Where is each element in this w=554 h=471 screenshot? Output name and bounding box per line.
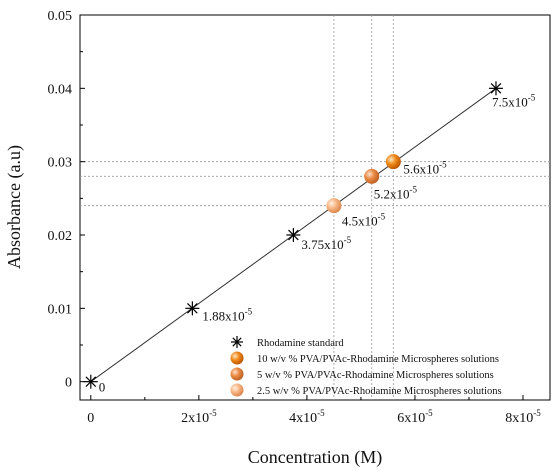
x-tick-label-3: 6x10-5 <box>397 408 433 426</box>
x-axis-ticks: 0 2x10-5 4x10-5 6x10-5 8x10-5 <box>87 395 541 426</box>
x-tick-label-4: 8x10-5 <box>505 408 541 426</box>
standard-point <box>83 374 98 389</box>
point-value-label: 7.5x10-5 <box>492 92 536 109</box>
y-axis-label: Absorbance (a.u) <box>4 145 25 269</box>
x-tick-label-2: 4x10-5 <box>289 408 325 426</box>
standard-point <box>286 228 301 242</box>
microsphere-point <box>385 154 401 170</box>
legend-marker-sphere <box>230 383 244 397</box>
y-tick-label-1: 0.01 <box>48 302 73 317</box>
legend-entry-label: 10 w/v % PVA/PVAc-Rhodamine Microspheres… <box>257 354 499 365</box>
standard-point <box>185 301 200 316</box>
point-labels: 0 1.88x10-5 3.75x10-5 7.5x10-5 5.6x10-5 5.2x1… <box>99 92 536 394</box>
y-tick-label-0: 0 <box>65 376 72 391</box>
y-tick-label-5: 0.05 <box>48 9 73 24</box>
y-tick-label-4: 0.04 <box>48 82 73 97</box>
microsphere-point <box>326 198 342 214</box>
y-tick-label-3: 0.03 <box>48 156 73 171</box>
point-value-label: 3.75x10-5 <box>301 235 351 252</box>
plot-frame <box>79 14 551 401</box>
microsphere-point <box>364 168 380 184</box>
legend-entry-label: 5 w/v % PVA/PVAc-Rhodamine Microspheres … <box>257 370 494 381</box>
legend-marker-sphere <box>230 367 244 381</box>
point-value-label: 4.5x10-5 <box>342 212 386 229</box>
legend-marker-asterisk <box>231 336 243 348</box>
x-axis-label: Concentration (M) <box>248 447 382 468</box>
point-value-label: 0 <box>99 380 106 395</box>
legend-marker-sphere <box>230 351 244 365</box>
y-tick-label-2: 0.02 <box>48 229 73 244</box>
y-axis-ticks: 0 0.01 0.02 0.03 0.04 0.05 <box>48 9 85 391</box>
point-value-label: 5.2x10-5 <box>374 184 418 201</box>
point-value-label: 1.88x10-5 <box>202 306 252 323</box>
point-value-label: 5.6x10-5 <box>403 160 447 177</box>
legend: Rhodamine standard 10 w/v % PVA/PVAc-Rhod… <box>230 336 502 397</box>
legend-entry-label: 2.5 w/v % PVA/PVAc-Rhodamine Microsphere… <box>257 386 502 397</box>
standard-point <box>488 81 503 96</box>
legend-entry-label: Rhodamine standard <box>257 338 344 349</box>
x-tick-label-0: 0 <box>87 411 94 426</box>
data-points <box>83 81 503 389</box>
x-tick-label-1: 2x10-5 <box>181 408 217 426</box>
